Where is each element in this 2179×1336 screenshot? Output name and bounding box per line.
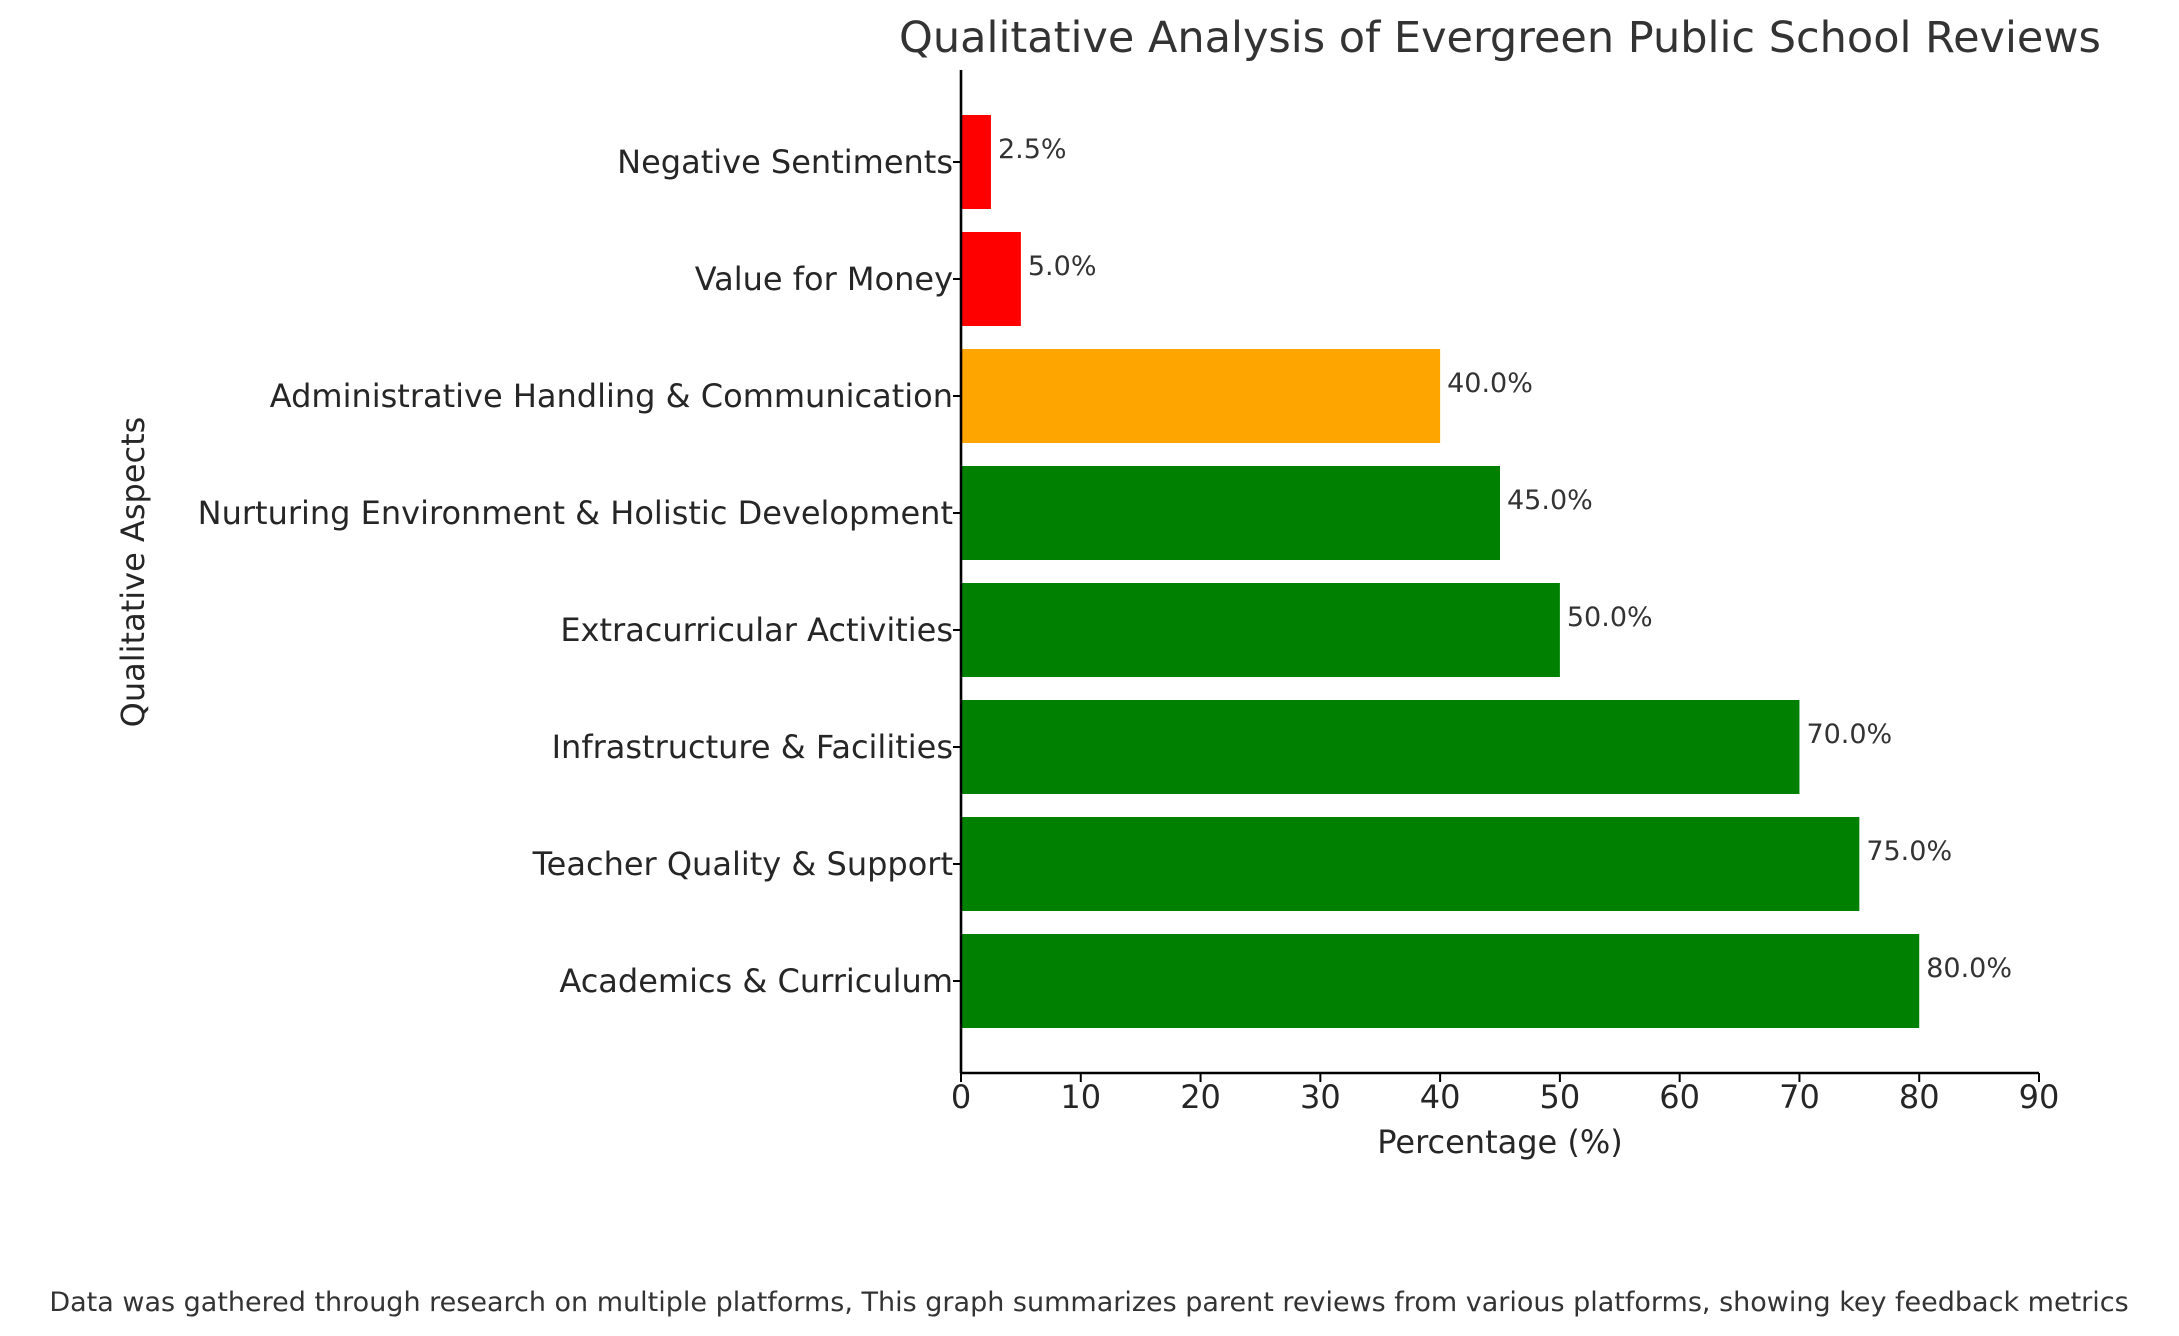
- x-tick-label-60: 60: [1659, 1078, 1700, 1116]
- bar-administrative-handling-and-communication: [961, 349, 1441, 443]
- x-tick-label-70: 70: [1779, 1078, 1820, 1116]
- bar-negative-sentiments: [961, 115, 991, 209]
- category-label-infrastructure-and-facilities: Infrastructure & Facilities: [552, 728, 953, 766]
- x-tick-label-40: 40: [1420, 1078, 1461, 1116]
- data-label-extracurricular-activities: 50.0%: [1567, 602, 1653, 633]
- category-label-academics-and-curriculum: Academics & Curriculum: [559, 962, 953, 1000]
- data-label-nurturing-environment-and-holistic-development: 45.0%: [1507, 485, 1593, 516]
- x-tick-label-0: 0: [951, 1078, 971, 1116]
- category-label-nurturing-environment-and-holistic-development: Nurturing Environment & Holistic Develop…: [198, 494, 953, 532]
- data-label-value-for-money: 5.0%: [1028, 251, 1097, 282]
- category-label-value-for-money: Value for Money: [695, 260, 953, 298]
- data-labels: 80.0% 75.0% 70.0% 50.0% 45.0% 40.0% 5.0% 2.5%: [998, 134, 2012, 984]
- bar-value-for-money: [961, 232, 1021, 326]
- category-label-negative-sentiments: Negative Sentiments: [617, 143, 953, 181]
- data-label-negative-sentiments: 2.5%: [998, 134, 1067, 165]
- bars-group: [961, 115, 1920, 1028]
- category-label-teacher-quality-and-support: Teacher Quality & Support: [532, 845, 953, 883]
- category-labels: Academics & Curriculum Teacher Quality & …: [198, 143, 953, 1000]
- x-tick-label-20: 20: [1180, 1078, 1221, 1116]
- data-label-infrastructure-and-facilities: 70.0%: [1806, 719, 1892, 750]
- y-axis-title: Qualitative Aspects: [114, 417, 152, 728]
- bar-teacher-quality-and-support: [961, 817, 1860, 911]
- x-tick-label-10: 10: [1060, 1078, 1101, 1116]
- footnote: Data was gathered through research on mu…: [49, 1287, 2128, 1318]
- bar-academics-and-curriculum: [961, 934, 1920, 1028]
- x-tick-label-50: 50: [1540, 1078, 1581, 1116]
- chart-title: Qualitative Analysis of Evergreen Public…: [899, 13, 2101, 63]
- category-label-extracurricular-activities: Extracurricular Activities: [560, 611, 953, 649]
- x-tick-label-90: 90: [2019, 1078, 2060, 1116]
- bar-infrastructure-and-facilities: [961, 700, 1800, 794]
- x-axis-title: Percentage (%): [1377, 1123, 1623, 1161]
- x-tick-label-30: 30: [1300, 1078, 1341, 1116]
- bar-extracurricular-activities: [961, 583, 1560, 677]
- category-label-administrative-handling-and-communication: Administrative Handling & Communication: [270, 377, 953, 415]
- data-label-teacher-quality-and-support: 75.0%: [1866, 836, 1952, 867]
- x-axis-ticks: 0 10 20 30 40 50 60 70 80 90: [951, 161, 2060, 1116]
- data-label-administrative-handling-and-communication: 40.0%: [1447, 368, 1533, 399]
- bar-nurturing-environment-and-holistic-development: [961, 466, 1500, 560]
- x-tick-label-80: 80: [1899, 1078, 1940, 1116]
- data-label-academics-and-curriculum: 80.0%: [1926, 953, 2012, 984]
